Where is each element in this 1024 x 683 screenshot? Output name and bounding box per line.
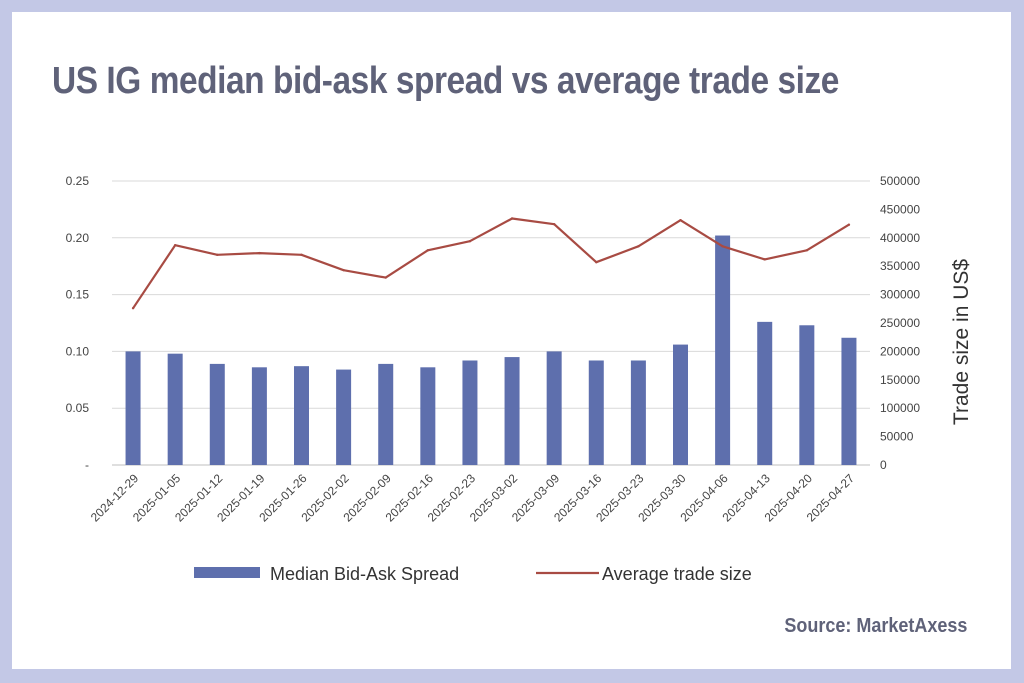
line-point bbox=[468, 240, 472, 243]
left-tick-label: 0.10 bbox=[66, 344, 90, 358]
bar bbox=[799, 325, 815, 465]
bar bbox=[715, 235, 731, 465]
bar bbox=[167, 353, 183, 465]
line-point bbox=[679, 218, 682, 222]
left-tick-label: 0.25 bbox=[66, 174, 90, 188]
right-axis-title: Trade size in US$ bbox=[950, 259, 973, 425]
right-tick-label: 350000 bbox=[880, 259, 920, 273]
bar bbox=[251, 367, 267, 465]
line-point bbox=[426, 249, 430, 252]
right-tick-label: 400000 bbox=[880, 231, 920, 245]
bar bbox=[504, 357, 520, 465]
left-axis: - 0.05 0.10 0.15 0.20 0.25 bbox=[66, 174, 90, 472]
bar bbox=[125, 351, 141, 465]
left-tick-label: 0.05 bbox=[66, 401, 90, 415]
legend: Median Bid-Ask Spread Average trade size bbox=[194, 564, 752, 584]
line-point bbox=[721, 245, 724, 248]
bar bbox=[209, 363, 225, 465]
line-point bbox=[805, 249, 809, 252]
bar bbox=[336, 369, 352, 465]
right-tick-label: 150000 bbox=[880, 373, 920, 387]
right-tick-label: 450000 bbox=[880, 202, 920, 216]
chart-title: US IG median bid-ask spread vs average t… bbox=[52, 60, 839, 102]
bar bbox=[462, 360, 478, 465]
line-path bbox=[132, 217, 850, 309]
right-tick-label: 500000 bbox=[880, 174, 920, 188]
line-point bbox=[847, 223, 851, 226]
x-axis: 2024-12-292025-01-052025-01-122025-01-19… bbox=[88, 471, 857, 525]
right-tick-label: 200000 bbox=[880, 344, 920, 358]
right-tick-label: 50000 bbox=[880, 430, 914, 444]
right-tick-label: 100000 bbox=[880, 401, 920, 415]
legend-bar-swatch bbox=[194, 567, 260, 578]
combo-chart: - 0.05 0.10 0.15 0.20 0.25 0 50000 100000 150000… bbox=[66, 174, 973, 584]
bar bbox=[294, 366, 309, 465]
bar bbox=[757, 321, 773, 465]
chart-card: US IG median bid-ask spread vs average t… bbox=[12, 12, 1011, 669]
line-series bbox=[131, 217, 851, 310]
left-tick-label: 0.15 bbox=[66, 288, 90, 302]
line-point bbox=[173, 243, 177, 247]
line-point bbox=[258, 251, 261, 255]
line-point bbox=[595, 261, 598, 264]
line-point bbox=[384, 276, 387, 279]
source-note: Source: MarketAxess bbox=[783, 615, 967, 637]
line-point bbox=[342, 268, 345, 272]
line-point bbox=[637, 245, 640, 248]
line-point bbox=[510, 217, 514, 220]
legend-line-label: Average trade size bbox=[602, 564, 752, 584]
bar bbox=[630, 360, 646, 465]
gridlines bbox=[112, 180, 870, 466]
line-point bbox=[300, 253, 303, 257]
legend-bar-label: Median Bid-Ask Spread bbox=[270, 564, 459, 584]
right-tick-label: 250000 bbox=[880, 316, 920, 330]
bar bbox=[378, 363, 394, 465]
line-point bbox=[552, 222, 556, 226]
bar bbox=[841, 337, 857, 465]
line-point bbox=[131, 307, 135, 310]
left-tick-label: 0.20 bbox=[66, 231, 90, 245]
left-tick-label: - bbox=[85, 458, 89, 472]
bar bbox=[420, 367, 436, 465]
line-point bbox=[216, 253, 219, 257]
bar bbox=[588, 360, 604, 465]
bar bbox=[673, 344, 688, 465]
right-tick-label: 0 bbox=[880, 458, 887, 472]
line-point bbox=[763, 258, 766, 261]
bar bbox=[546, 351, 562, 465]
bar-series bbox=[125, 235, 857, 465]
right-tick-label: 300000 bbox=[880, 288, 920, 302]
right-axis: 0 50000 100000 150000 200000 250000 300000 3500… bbox=[880, 174, 920, 472]
